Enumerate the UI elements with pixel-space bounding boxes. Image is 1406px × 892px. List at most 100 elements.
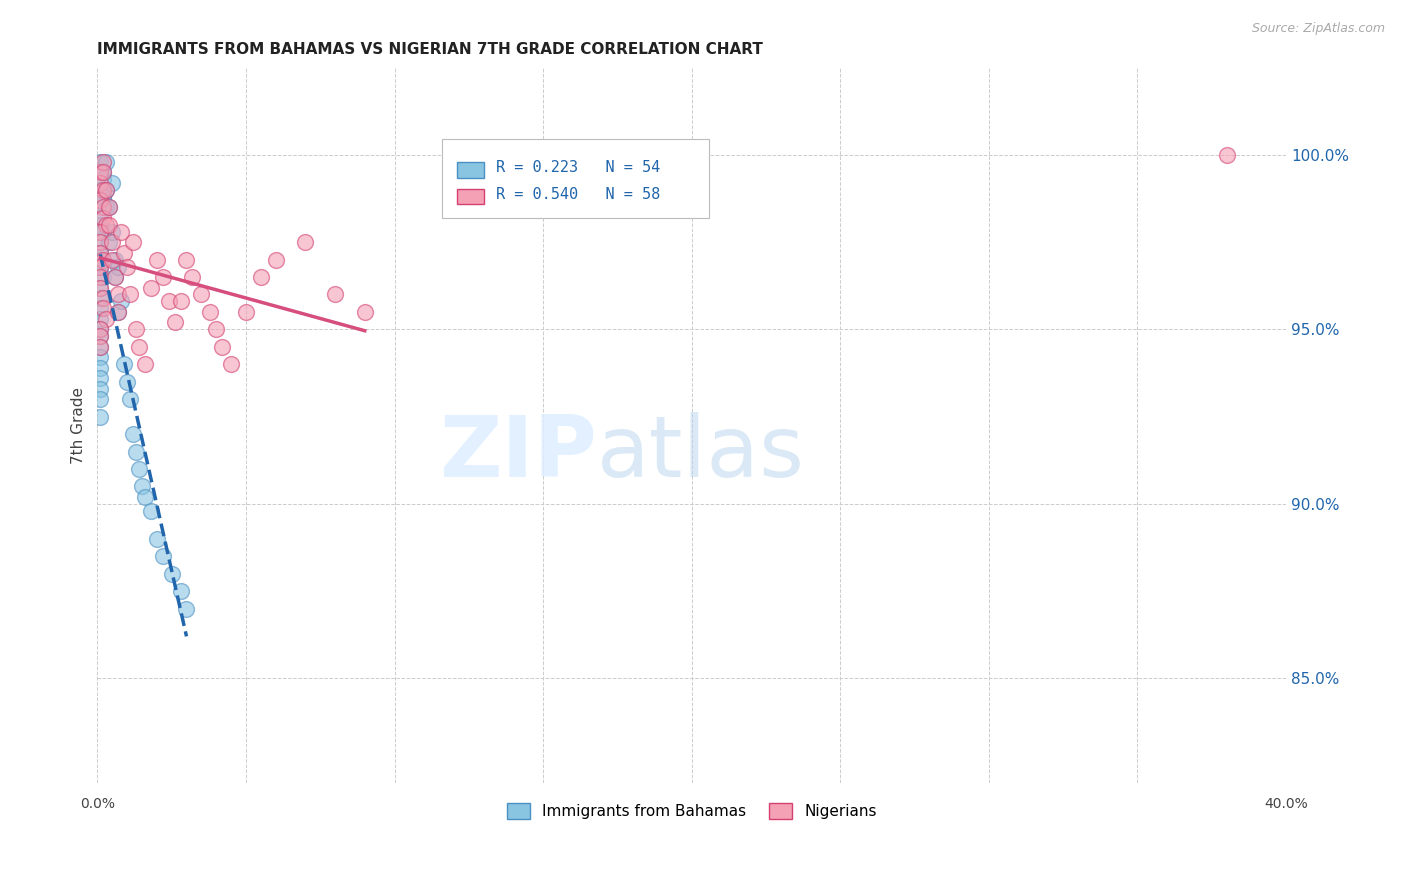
Point xyxy=(91,252,114,267)
Point xyxy=(89,340,111,354)
Point xyxy=(152,549,174,564)
Point xyxy=(91,154,114,169)
Point xyxy=(89,392,111,407)
Point xyxy=(104,270,127,285)
Point xyxy=(107,287,129,301)
Point xyxy=(91,190,114,204)
Point xyxy=(101,252,124,267)
Point xyxy=(89,322,111,336)
Legend: Immigrants from Bahamas, Nigerians: Immigrants from Bahamas, Nigerians xyxy=(501,797,883,825)
Point xyxy=(176,252,198,267)
Point xyxy=(89,235,111,249)
Y-axis label: 7th Grade: 7th Grade xyxy=(72,387,86,464)
FancyBboxPatch shape xyxy=(441,139,710,218)
Point xyxy=(89,211,111,225)
Point xyxy=(1215,148,1237,162)
Point xyxy=(96,200,118,214)
Point xyxy=(101,176,124,190)
Point xyxy=(107,305,129,319)
Point xyxy=(98,200,121,214)
Point xyxy=(91,172,114,186)
Point xyxy=(89,340,111,354)
Point xyxy=(89,280,111,294)
Point xyxy=(176,601,198,615)
Point xyxy=(264,252,287,267)
Text: atlas: atlas xyxy=(596,412,804,495)
Point xyxy=(163,315,186,329)
Point xyxy=(89,329,111,343)
Point xyxy=(169,584,191,599)
Point xyxy=(190,287,212,301)
Point xyxy=(91,211,114,225)
Point xyxy=(96,312,118,326)
Point xyxy=(89,382,111,396)
Point xyxy=(89,176,111,190)
Point xyxy=(104,252,127,267)
Point xyxy=(91,183,114,197)
Point xyxy=(91,270,114,285)
Point xyxy=(122,427,145,442)
Point xyxy=(169,294,191,309)
Point xyxy=(112,357,135,371)
Point xyxy=(128,340,150,354)
Point xyxy=(118,392,141,407)
Point xyxy=(125,444,148,458)
Point xyxy=(89,245,111,260)
Point xyxy=(89,291,111,305)
Point xyxy=(91,190,114,204)
Point xyxy=(294,235,316,249)
Point xyxy=(139,280,162,294)
Point xyxy=(89,409,111,424)
Point xyxy=(89,312,111,326)
Point xyxy=(91,165,114,179)
Point xyxy=(118,287,141,301)
Point xyxy=(104,270,127,285)
Point xyxy=(353,305,375,319)
Point xyxy=(96,154,118,169)
Point xyxy=(89,245,111,260)
Point xyxy=(152,270,174,285)
Text: 0.0%: 0.0% xyxy=(80,797,115,811)
Point xyxy=(128,462,150,476)
Point xyxy=(89,329,111,343)
Point xyxy=(146,252,169,267)
Point xyxy=(89,280,111,294)
Point xyxy=(91,200,114,214)
Point xyxy=(89,225,111,239)
Point xyxy=(89,218,111,232)
FancyBboxPatch shape xyxy=(457,188,484,204)
Point xyxy=(91,165,114,179)
Point xyxy=(235,305,257,319)
Point xyxy=(96,183,118,197)
Point xyxy=(101,225,124,239)
Point xyxy=(89,183,111,197)
Text: R = 0.540   N = 58: R = 0.540 N = 58 xyxy=(495,186,659,202)
Point xyxy=(91,301,114,316)
Point xyxy=(125,322,148,336)
Point xyxy=(146,532,169,546)
Point xyxy=(200,305,222,319)
Point xyxy=(110,225,132,239)
Point xyxy=(89,301,111,316)
Text: ZIP: ZIP xyxy=(439,412,596,495)
Point xyxy=(89,351,111,365)
Point xyxy=(89,260,111,274)
Point xyxy=(122,235,145,249)
Point xyxy=(89,154,111,169)
Point xyxy=(89,165,111,179)
Point xyxy=(160,566,183,581)
Point xyxy=(89,270,111,285)
Point xyxy=(131,479,153,493)
Point xyxy=(110,294,132,309)
Text: R = 0.223   N = 54: R = 0.223 N = 54 xyxy=(495,161,659,176)
Point xyxy=(323,287,346,301)
Point xyxy=(249,270,271,285)
Point xyxy=(98,200,121,214)
Point xyxy=(107,305,129,319)
Point xyxy=(89,322,111,336)
Point xyxy=(89,260,111,274)
Text: IMMIGRANTS FROM BAHAMAS VS NIGERIAN 7TH GRADE CORRELATION CHART: IMMIGRANTS FROM BAHAMAS VS NIGERIAN 7TH … xyxy=(97,42,763,57)
Point xyxy=(107,260,129,274)
Point xyxy=(89,194,111,208)
Text: 40.0%: 40.0% xyxy=(1264,797,1308,811)
